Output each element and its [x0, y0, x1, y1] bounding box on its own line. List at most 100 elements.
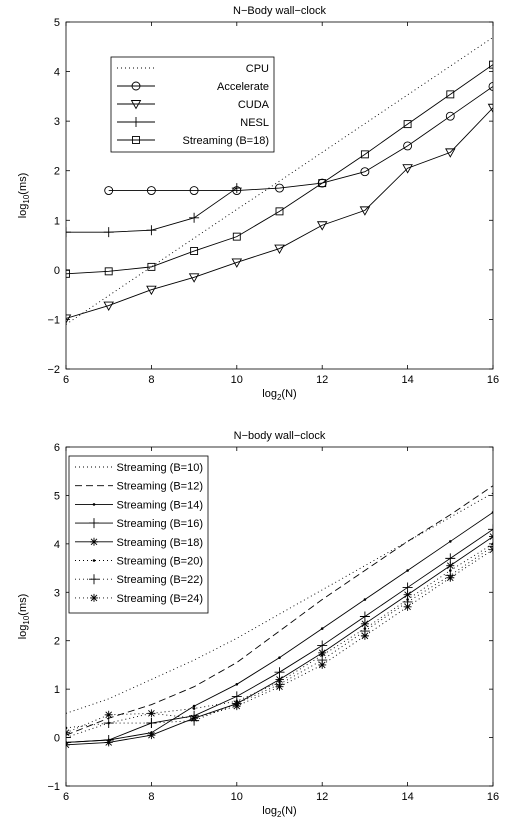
y-tick-label: 6: [54, 442, 60, 454]
series-point: [66, 732, 71, 743]
series-point: [190, 247, 199, 255]
series-point: [189, 186, 199, 195]
series-point: [449, 540, 452, 543]
chart-title: N−body wall−clock: [234, 430, 326, 442]
series-point: [146, 285, 157, 296]
series-point: [318, 179, 327, 188]
plot-frame: [65, 21, 494, 370]
series-point: [446, 561, 455, 570]
series-1: [66, 36, 493, 325]
series-2: [104, 81, 493, 195]
series-point: [66, 314, 72, 324]
legend-marker: [131, 81, 141, 91]
x-axis-label-tail: (N): [281, 805, 296, 817]
legend-box: [68, 455, 209, 614]
series-point: [146, 225, 157, 236]
x-axis-label-main: log: [262, 805, 277, 817]
series-point: [318, 660, 327, 669]
legend-marker: [89, 574, 99, 585]
series-point: [360, 631, 369, 640]
series-point: [406, 569, 409, 572]
y-tick-label: −1: [47, 314, 60, 326]
series-point: [403, 602, 412, 611]
x-axis-label-sub: 2: [277, 393, 282, 402]
series-2: [66, 485, 493, 736]
series-point: [104, 186, 114, 195]
x-tick-label: 10: [231, 791, 243, 803]
y-tick-label: 4: [54, 67, 60, 79]
series-line: [66, 64, 493, 275]
x-axis-label-tail: (N): [281, 388, 296, 400]
series-point: [360, 150, 369, 159]
y-tick-label: 0: [54, 733, 60, 745]
legend-marker: [130, 100, 142, 110]
legend-marker: [90, 593, 98, 602]
legend-marker: [90, 537, 98, 546]
series-point: [275, 183, 284, 193]
x-tick-label: 14: [401, 791, 413, 803]
legend-label: Streaming (B=20): [116, 556, 203, 568]
y-axis-label-main: log: [17, 204, 29, 219]
series-point: [403, 141, 413, 151]
y-axis-label-tail: (ms): [17, 173, 29, 195]
series-point: [363, 598, 367, 601]
series-point: [235, 683, 239, 686]
series-point: [66, 728, 70, 737]
y-tick-label: 2: [54, 636, 60, 648]
series-point: [232, 232, 241, 241]
legend-label: Streaming (B=24): [116, 593, 203, 605]
series-line: [66, 492, 493, 714]
series-point: [488, 541, 493, 552]
x-tick-label: 16: [487, 791, 499, 803]
plot-area: [66, 485, 493, 749]
y-tick-label: 5: [54, 490, 60, 502]
series-point: [360, 619, 369, 628]
legend-marker: [89, 518, 99, 529]
series-point: [189, 212, 200, 223]
series-point: [104, 710, 113, 719]
series-point: [445, 148, 456, 158]
series-point: [278, 656, 281, 659]
legend-label: Streaming (B=12): [116, 481, 203, 493]
series-8: [66, 545, 493, 737]
legend-marker: [131, 117, 141, 127]
series-point: [360, 167, 370, 177]
x-axis-label: log2(N): [262, 388, 296, 402]
series-point: [104, 267, 113, 276]
series-point: [491, 511, 493, 514]
series-point: [317, 178, 327, 188]
y-tick-label: 5: [54, 17, 60, 29]
series-point: [147, 731, 156, 740]
y-axis-label-main: log: [17, 625, 29, 640]
series-point: [487, 103, 493, 114]
plot-area: [66, 36, 493, 325]
y-tick-label: 3: [54, 116, 60, 128]
legend-label: Streaming (B=14): [116, 499, 203, 511]
series-point: [489, 545, 493, 554]
legend-label: Streaming (B=22): [116, 574, 203, 586]
series-point: [146, 186, 156, 195]
legend-marker: [132, 136, 140, 144]
y-tick-label: 1: [54, 684, 60, 696]
legend-label: Streaming (B=10): [116, 462, 203, 474]
x-tick-label: 14: [401, 374, 413, 386]
series-point: [66, 726, 68, 730]
chart-title: N−Body wall−clock: [233, 5, 326, 17]
series-point: [403, 120, 412, 129]
legend-label: CUDA: [238, 99, 270, 111]
y-axis-label: log10(ms): [17, 173, 31, 219]
series-point: [104, 738, 113, 747]
series-line: [66, 545, 493, 738]
legend-label: Streaming (B=16): [116, 518, 203, 530]
series-line: [66, 485, 493, 736]
y-tick-label: −2: [47, 364, 60, 376]
series-point: [445, 111, 455, 121]
series-point: [359, 206, 371, 216]
series-point: [103, 718, 114, 729]
series-line: [66, 36, 493, 325]
legend-label: Streaming (B=18): [182, 135, 269, 147]
y-tick-label: −1: [47, 781, 60, 793]
